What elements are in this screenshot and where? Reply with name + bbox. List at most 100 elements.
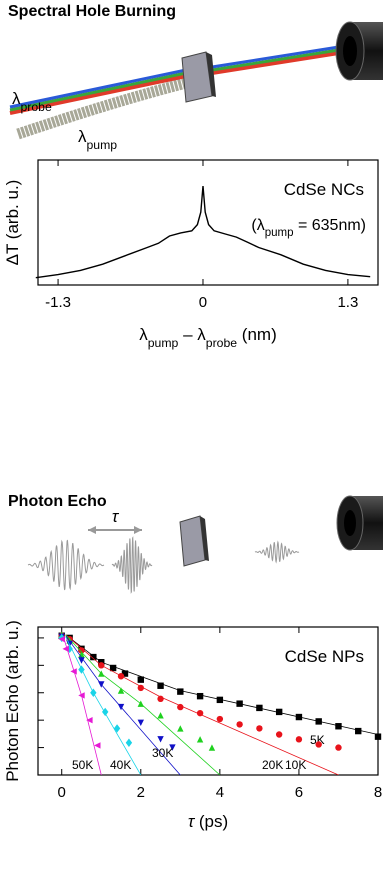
point [157, 736, 164, 743]
point [137, 700, 144, 707]
probe-beam-blue [9, 68, 187, 109]
section-title: Photon Echo [8, 493, 107, 510]
point [295, 713, 303, 721]
point [295, 736, 303, 743]
point [137, 684, 144, 692]
label-part: probe [21, 100, 52, 114]
point [335, 744, 342, 751]
point [98, 681, 105, 688]
out-beam-blue [211, 44, 346, 69]
chart: -1.3 0 1.3 CdSe NCs ΔT (arb. u.) [3, 160, 371, 311]
point [216, 696, 224, 704]
label-part: (nm) [237, 325, 277, 344]
label-part: τ [188, 812, 196, 831]
point [169, 744, 176, 751]
point [90, 653, 97, 661]
point [196, 736, 204, 743]
point [78, 651, 85, 658]
fit-line [65, 636, 142, 775]
x-tick-label: 0 [58, 784, 66, 801]
label-part: pump [148, 336, 179, 350]
point [90, 688, 97, 697]
point [335, 723, 342, 730]
point [236, 700, 243, 707]
point [256, 725, 263, 732]
label-part: λ [78, 127, 87, 146]
point [275, 708, 283, 716]
probe-beam-red [9, 74, 187, 115]
point [62, 645, 69, 653]
diagram-hole-burning [9, 21, 383, 140]
series-label: 50K [72, 758, 93, 772]
series-label: 20K [262, 758, 283, 772]
label-part: pump [87, 138, 118, 152]
sample-edge [200, 516, 209, 561]
spectrum-line [35, 185, 371, 279]
point [78, 657, 85, 664]
point [58, 635, 65, 643]
x-tick-label: 0 [199, 294, 207, 311]
detector-lens [344, 510, 356, 536]
point [256, 704, 263, 712]
series-label: 40K [110, 758, 131, 772]
pulse [254, 540, 300, 564]
point [196, 692, 204, 700]
chart-title: CdSe NPs [285, 647, 364, 666]
pulse [27, 539, 105, 591]
point [70, 668, 77, 675]
label-part: probe [206, 336, 237, 350]
point [157, 695, 164, 703]
diagram-photon-echo [88, 495, 383, 567]
x-tick-label: 6 [295, 784, 303, 801]
point [125, 738, 133, 747]
label-part: = 635nm) [294, 217, 366, 234]
point [177, 725, 184, 732]
point [137, 719, 144, 727]
label-part: – λ [178, 325, 206, 344]
annotation: (λpump = 635nm) [251, 217, 366, 239]
point [177, 703, 184, 711]
point [177, 688, 184, 695]
point [98, 662, 105, 669]
point [355, 727, 362, 735]
point [196, 709, 204, 717]
y-axis-label: ΔT (arb. u.) [3, 180, 22, 266]
x-tick-label: 1.3 [337, 294, 358, 311]
probe-label: λprobe [12, 89, 52, 114]
point [78, 665, 85, 674]
point [208, 744, 216, 751]
series-label: 30K [152, 746, 173, 760]
point [157, 682, 164, 689]
point [315, 741, 322, 748]
probe-beam-green [9, 71, 187, 112]
point [117, 703, 125, 711]
x-tick-label: 2 [137, 784, 145, 801]
x-axis-label: λpump – λprobe (nm) [139, 325, 276, 350]
series-label: 10K [285, 758, 306, 772]
point [315, 718, 322, 725]
point [137, 676, 144, 683]
point [66, 644, 73, 654]
label-part: λ [12, 89, 21, 108]
point [117, 673, 125, 680]
point [94, 742, 101, 749]
plot-frame [37, 626, 379, 776]
chart-title: CdSe NCs [284, 180, 364, 199]
point [121, 670, 129, 677]
pump-label: λpump [78, 127, 117, 152]
x-tick-label: 8 [374, 784, 382, 801]
point [275, 731, 283, 738]
point [113, 724, 121, 733]
y-axis-label: Photon Echo (arb. u.) [3, 620, 22, 782]
point [157, 712, 164, 719]
out-beam-green [211, 47, 346, 72]
label-part: (ps) [194, 812, 228, 831]
point [117, 687, 125, 694]
plot-frame [37, 159, 379, 286]
point [374, 733, 382, 740]
sample-edge [206, 52, 216, 97]
point [102, 707, 109, 717]
